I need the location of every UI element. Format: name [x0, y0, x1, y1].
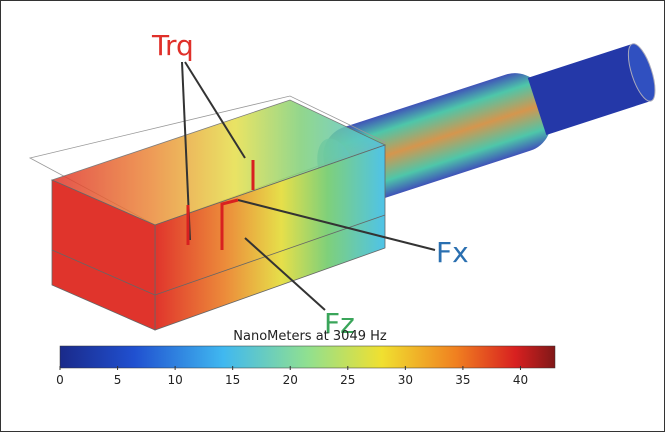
tick-label: 40: [513, 373, 528, 387]
label-fx: Fx: [436, 236, 469, 269]
figure: Trq Fx Fz NanoMeters at 3049 Hz 05101520…: [0, 0, 665, 432]
tick-label: 5: [114, 373, 122, 387]
colorbar-title: NanoMeters at 3049 Hz: [233, 329, 387, 344]
tick-label: 10: [167, 373, 182, 387]
tick-label: 15: [225, 373, 240, 387]
tick-label: 25: [340, 373, 355, 387]
tick-label: 20: [283, 373, 298, 387]
tick-label: 30: [398, 373, 413, 387]
tick-label: 0: [56, 373, 64, 387]
label-trq: Trq: [151, 29, 194, 62]
colorbar: [60, 346, 555, 368]
tick-label: 35: [455, 373, 470, 387]
